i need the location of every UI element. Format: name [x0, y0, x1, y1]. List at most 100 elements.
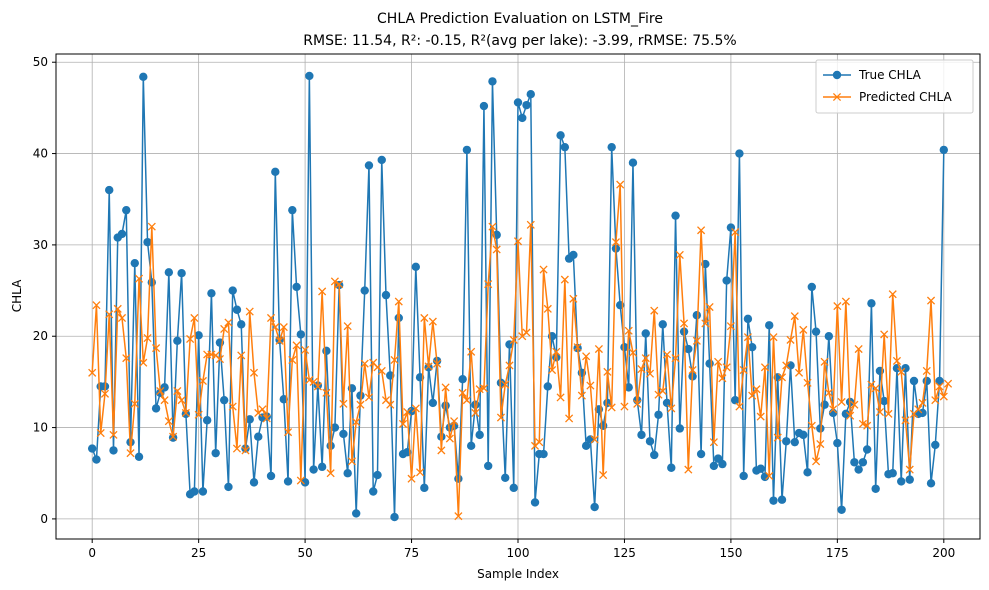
data-point [773, 433, 782, 442]
data-point [228, 286, 237, 295]
data-point [628, 158, 638, 167]
data-point [92, 301, 101, 310]
data-point [935, 376, 944, 386]
y-tick-label: 0 [40, 512, 48, 526]
data-point [897, 367, 906, 376]
data-point [658, 320, 667, 329]
data-point [343, 469, 352, 478]
data-point [173, 386, 182, 396]
data-point [501, 473, 510, 483]
data-point [198, 376, 207, 386]
data-point [122, 205, 131, 215]
data-point [271, 167, 280, 177]
data-point [322, 346, 331, 356]
data-point [160, 396, 169, 405]
data-point [620, 342, 629, 352]
chart-title-line1: CHLA Prediction Evaluation on LSTM_Fire [377, 11, 663, 27]
data-point [479, 101, 489, 111]
data-point [871, 484, 880, 493]
data-point [232, 305, 242, 314]
data-point [266, 471, 276, 481]
data-point [513, 237, 523, 246]
data-point [909, 376, 919, 386]
data-point [811, 327, 821, 336]
data-point [330, 277, 339, 286]
x-tick-label: 100 [507, 546, 530, 560]
y-tick-label: 20 [33, 329, 48, 343]
data-point [850, 400, 859, 409]
data-point [633, 399, 642, 408]
data-point [249, 368, 259, 377]
data-point [105, 310, 114, 319]
data-point [701, 319, 710, 328]
data-point [288, 205, 297, 215]
data-point [343, 322, 352, 331]
data-point [743, 314, 753, 324]
data-point [501, 380, 510, 389]
data-point [735, 149, 744, 158]
data-point [232, 444, 242, 453]
data-point [769, 496, 778, 505]
data-point [581, 441, 591, 451]
data-point [488, 222, 497, 231]
data-point [398, 419, 408, 428]
data-point [535, 438, 544, 447]
data-point [684, 344, 693, 354]
data-point [254, 432, 263, 441]
data-point [509, 483, 518, 493]
data-point [582, 352, 591, 361]
data-point [841, 297, 850, 306]
data-point [202, 416, 212, 425]
data-point [650, 306, 659, 315]
data-point [156, 386, 165, 396]
data-point [139, 72, 148, 82]
data-point [381, 290, 391, 300]
data-point [684, 465, 693, 474]
data-point [875, 407, 884, 417]
data-point [122, 354, 131, 363]
data-point [134, 452, 144, 461]
data-point [369, 487, 378, 496]
data-point [816, 424, 825, 433]
data-point [454, 512, 463, 521]
data-point [151, 404, 161, 413]
data-point [390, 355, 399, 365]
plot-frame [55, 53, 981, 540]
data-point [109, 446, 118, 455]
data-point [637, 365, 646, 374]
data-point [548, 365, 557, 375]
data-point [569, 294, 578, 303]
y-tick-label: 30 [33, 238, 48, 252]
data-point [863, 421, 872, 430]
data-point [688, 365, 697, 375]
data-point [892, 356, 902, 365]
data-point [139, 358, 148, 367]
data-point [109, 430, 118, 439]
data-point [675, 424, 685, 433]
data-point [403, 407, 412, 417]
data-point [939, 392, 948, 401]
data-point [351, 509, 361, 518]
data-point [266, 313, 276, 323]
data-point [748, 391, 757, 400]
data-point [309, 465, 318, 474]
data-point [237, 351, 246, 360]
x-tick-label: 75 [404, 546, 419, 560]
data-point [926, 479, 936, 488]
data-point [394, 297, 403, 306]
data-point [760, 363, 770, 372]
data-point [709, 438, 718, 447]
data-point [862, 445, 872, 454]
data-point [598, 421, 608, 430]
data-point [411, 404, 420, 413]
data-point [428, 317, 437, 326]
data-point [420, 483, 429, 493]
data-point [143, 237, 152, 247]
data-point [467, 347, 476, 356]
data-point [718, 374, 727, 383]
x-tick-label: 0 [88, 546, 96, 560]
data-point [224, 482, 233, 492]
data-point [296, 476, 305, 485]
data-point [428, 398, 438, 408]
